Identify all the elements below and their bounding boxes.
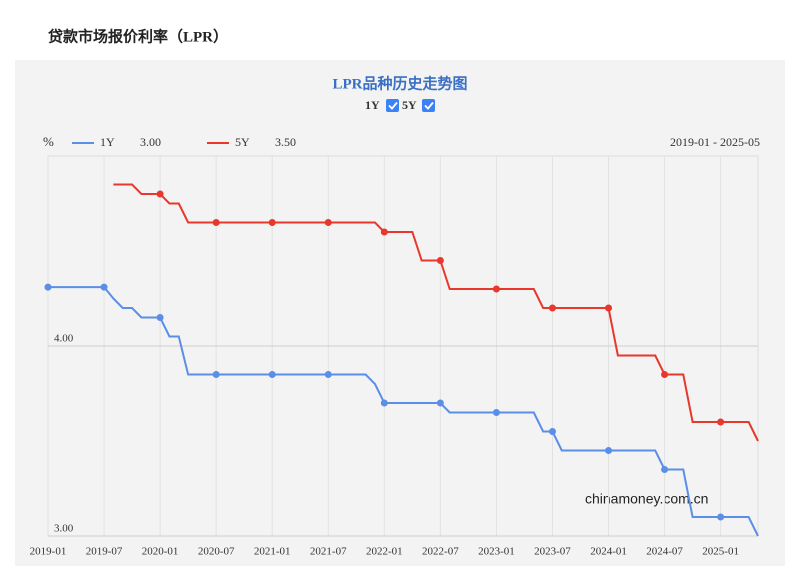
point (212, 219, 220, 226)
point (436, 257, 444, 264)
x-tick-label: 2023-01 (478, 546, 515, 558)
legend-value: 3.00 (140, 135, 161, 149)
point (380, 399, 388, 407)
point (268, 371, 276, 378)
chart-panel (15, 60, 785, 566)
point (717, 418, 725, 426)
x-tick-label: 2024-01 (590, 546, 627, 558)
point (156, 190, 164, 198)
legend-value: 3.50 (275, 135, 296, 149)
y-unit: % (43, 134, 54, 149)
point (605, 447, 613, 454)
date-range: 2019-01 - 2025-05 (670, 135, 760, 149)
point (380, 228, 388, 236)
x-tick-label: 2019-01 (30, 546, 67, 558)
page-title: 贷款市场报价利率（LPR） (48, 27, 228, 45)
point (324, 371, 332, 378)
x-tick-label: 2024-07 (646, 546, 683, 558)
series-line (48, 286, 759, 537)
point (436, 399, 444, 407)
point (268, 219, 276, 226)
point (324, 219, 332, 226)
point (548, 428, 556, 435)
point (212, 371, 220, 378)
x-tick-label: 2022-01 (366, 546, 403, 558)
checkbox[interactable] (422, 99, 435, 112)
point (717, 513, 725, 521)
x-tick-label: 2021-01 (254, 546, 291, 558)
checkbox[interactable] (386, 99, 399, 112)
legend-label: 5Y (235, 135, 250, 149)
point (548, 304, 556, 312)
series-line (113, 183, 759, 442)
x-tick-label: 2023-07 (534, 546, 571, 558)
watermark: chinamoney.com.cn (585, 491, 708, 507)
x-tick-label: 2025-01 (702, 546, 739, 558)
point (492, 409, 500, 416)
x-tick-label: 2020-01 (142, 546, 179, 558)
point (661, 466, 669, 473)
legend-label: 1Y (100, 135, 115, 149)
point (492, 285, 500, 293)
x-tick-label: 2022-07 (422, 546, 459, 558)
toggle-label: 5Y (402, 98, 417, 112)
point (44, 283, 52, 291)
x-tick-label: 2021-07 (310, 546, 347, 558)
point (605, 304, 613, 312)
toggle-label: 1Y (365, 98, 380, 112)
point (100, 283, 108, 291)
y-tick-label: 3.00 (54, 523, 74, 535)
point (156, 314, 164, 321)
x-tick-label: 2020-07 (198, 546, 235, 558)
point (661, 371, 669, 378)
x-tick-label: 2019-07 (86, 546, 123, 558)
chart-title: LPR品种历史走势图 (332, 74, 467, 92)
y-tick-label: 4.00 (54, 333, 74, 345)
